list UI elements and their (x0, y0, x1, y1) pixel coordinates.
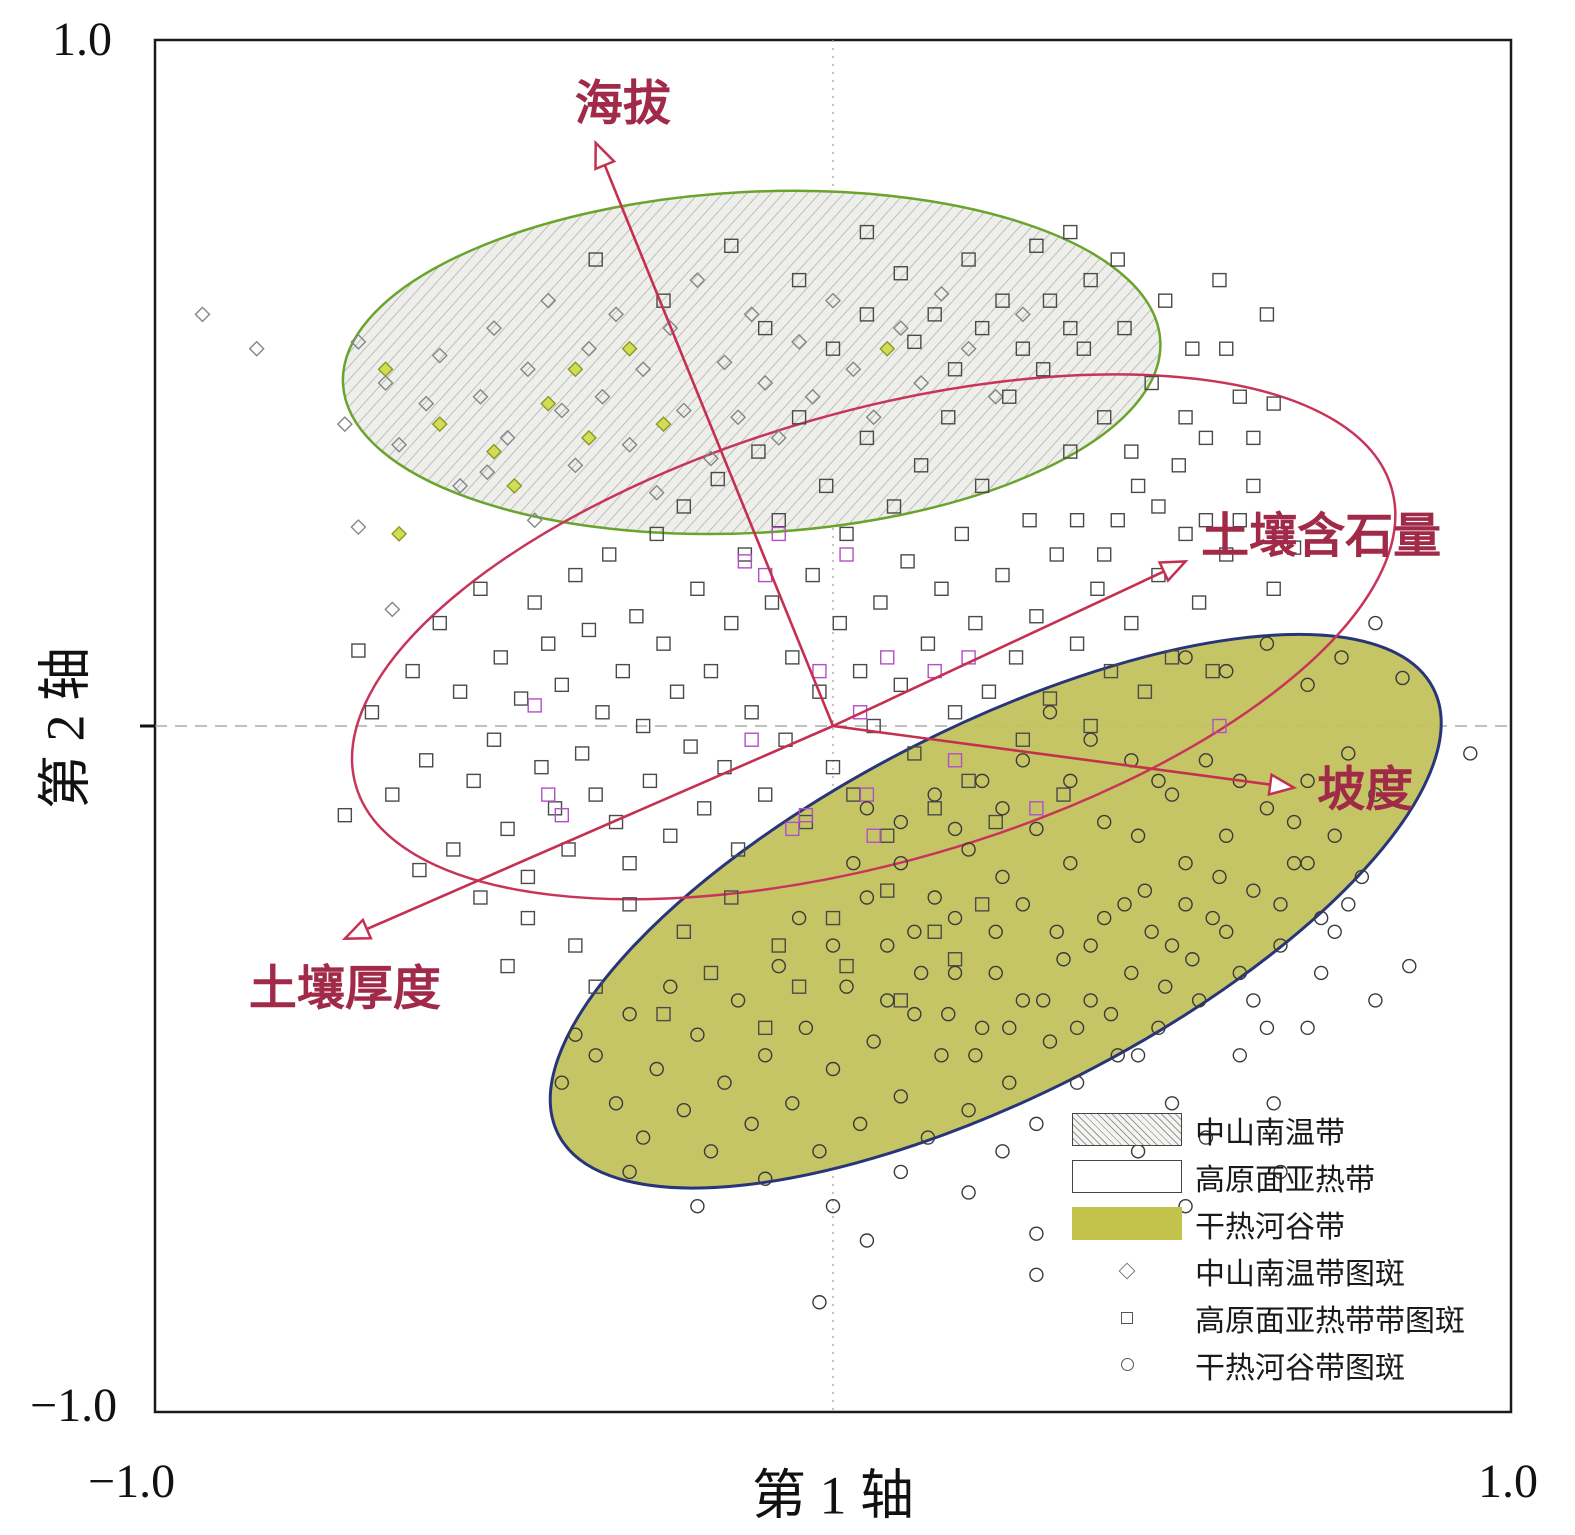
legend-label-5: 干热河谷带图斑 (1195, 1351, 1405, 1385)
legend-item-3: 中山南温带图斑 (1072, 1247, 1465, 1294)
x-axis-min-tick-label: −1.0 (88, 1455, 176, 1508)
legend-swatch-white (1072, 1160, 1182, 1193)
legend-item-0: 中山南温带 (1072, 1106, 1465, 1153)
series-0 (194, 272, 1031, 618)
legend-item-4: 高原面亚热带带图斑 (1072, 1294, 1465, 1341)
legend-label-4: 高原面亚热带带图斑 (1195, 1304, 1465, 1338)
x-axis-title: 第 1 轴 (752, 1465, 914, 1526)
scatter-points-layer (194, 224, 1478, 1310)
legend-swatch-square (1121, 1311, 1133, 1324)
legend: 中山南温带高原面亚热带 干热河谷带中山南温带图斑高原面亚热带带图斑 干热河谷带图斑 (1072, 1106, 1465, 1388)
legend-label-1: 高原面亚热带 (1195, 1163, 1375, 1197)
vector-label-0: 海拔 (575, 78, 671, 131)
legend-item-1: 高原面亚热带 (1072, 1153, 1465, 1200)
legend-swatch-olive (1072, 1207, 1182, 1240)
zone-ellipse-0 (341, 189, 1162, 536)
legend-label-0: 中山南温带 (1195, 1116, 1345, 1150)
vector-arrow-0 (594, 139, 835, 727)
legend-swatch-diamond (1118, 1262, 1136, 1279)
vector-arrow-1 (832, 559, 1189, 728)
vector-label-2: 坡度 (1317, 764, 1413, 817)
vector-arrow-3 (341, 724, 834, 940)
series-4 (554, 615, 1478, 1310)
legend-swatch-hatch (1072, 1113, 1182, 1146)
y-axis-title: 第 2 轴 (35, 647, 96, 809)
zone-ellipse-2 (350, 373, 1397, 901)
zone-ellipses-layer (341, 189, 1443, 1190)
vector-label-3: 土壤厚度 (249, 963, 441, 1016)
x-axis-max-tick-label: 1.0 (1478, 1455, 1538, 1508)
y-axis-min-tick-label: −1.0 (30, 1379, 118, 1432)
series-1 (377, 340, 896, 542)
series-2 (337, 224, 1302, 1036)
legend-swatch-circle (1121, 1358, 1134, 1371)
environment-vectors-layer (341, 139, 1298, 940)
y-axis-max-tick-label: 1.0 (52, 13, 112, 66)
vector-arrow-2 (832, 724, 1298, 797)
legend-item-5: 干热河谷带图斑 (1072, 1341, 1465, 1388)
vector-label-1: 土壤含石量 (1201, 510, 1441, 563)
legend-label-2: 干热河谷带 (1195, 1210, 1345, 1244)
legend-item-2: 干热河谷带 (1072, 1200, 1465, 1247)
legend-label-3: 中山南温带图斑 (1195, 1257, 1405, 1291)
